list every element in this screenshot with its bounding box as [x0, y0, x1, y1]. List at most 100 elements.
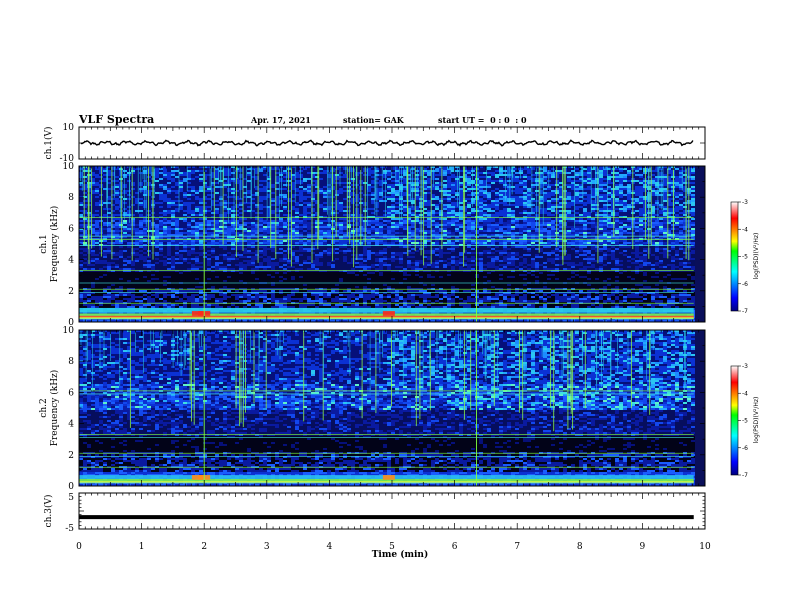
spectrogram-cell: [307, 210, 311, 212]
spectrogram-cell: [175, 178, 179, 180]
spectrogram-cell: [287, 222, 291, 224]
spectrogram-cell: [403, 224, 407, 226]
spectrogram-cell: [187, 206, 191, 208]
spectrogram-cell: [515, 180, 519, 182]
spectrogram-cell: [319, 224, 323, 226]
spectrogram-cell: [183, 222, 187, 224]
spectrogram-cell: [447, 200, 451, 202]
spectrogram-cell: [183, 188, 187, 190]
spectrogram-cell: [475, 212, 479, 214]
spectrogram-cell: [439, 218, 443, 220]
spectrogram-cell: [691, 190, 695, 192]
spectrogram-cell: [515, 214, 519, 216]
spectrogram-cell: [519, 206, 523, 208]
spectrogram-cell: [439, 226, 443, 228]
spectrogram-cell: [387, 226, 391, 228]
spectrogram-cell: [343, 180, 347, 182]
spectrogram-cell: [675, 178, 679, 180]
spectrogram-cell: [623, 182, 627, 184]
spectrogram-cell: [395, 222, 399, 224]
spectrogram-cell: [591, 206, 595, 208]
spectrogram-cell: [175, 218, 179, 220]
spectrogram-cell: [123, 206, 127, 208]
spectrogram-cell: [387, 204, 391, 206]
spectrogram-cell: [171, 214, 175, 216]
spectrogram-cell: [271, 182, 275, 184]
spectrogram-cell: [519, 184, 523, 186]
spectrogram-cell: [199, 198, 203, 200]
spectrogram-cell: [507, 222, 511, 224]
spectrogram-cell: [627, 222, 631, 224]
spectrogram-cell: [155, 220, 159, 222]
spectrogram-cell: [323, 180, 327, 182]
spectrogram-cell: [195, 196, 199, 198]
spectrogram-cell: [451, 202, 455, 204]
spectrogram-cell: [639, 172, 643, 174]
spectrogram-cell: [443, 168, 447, 170]
spectrogram-cell: [591, 192, 595, 194]
spectrogram-cell: [339, 214, 343, 216]
spectrogram-cell: [603, 212, 607, 214]
spectrogram-cell: [303, 170, 307, 172]
spectrogram-cell: [271, 170, 275, 172]
spectrogram-cell: [663, 200, 667, 202]
spectrogram-cell: [259, 206, 263, 208]
spectrogram-cell: [187, 174, 191, 176]
spectrogram-cell: [223, 194, 227, 196]
spectrogram-cell: [383, 184, 387, 186]
spectrogram-cell: [303, 196, 307, 198]
spectrogram-cell: [147, 218, 151, 220]
spectrogram-cell: [675, 190, 679, 192]
spectrogram-cell: [531, 192, 535, 194]
spectrogram-cell: [675, 214, 679, 216]
spectrogram-cell: [127, 176, 131, 178]
spectrogram-cell: [635, 208, 639, 210]
spectrogram-cell: [447, 188, 451, 190]
spectrogram-cell: [411, 178, 415, 180]
spectrogram-cell: [527, 180, 531, 182]
spectrogram-cell: [323, 192, 327, 194]
spectrogram-cell: [443, 208, 447, 210]
spectrogram-cell: [223, 222, 227, 224]
spectrogram-cell: [531, 220, 535, 222]
spectrogram-cell: [439, 222, 443, 224]
spectrogram-cell: [163, 218, 167, 220]
spectrogram-cell: [343, 182, 347, 184]
spectrogram-cell: [263, 204, 267, 206]
spectrogram-cell: [263, 192, 267, 194]
spectrogram-cell: [443, 194, 447, 196]
spectrogram-cell: [615, 180, 619, 182]
spectrogram-cell: [567, 202, 571, 204]
spectrogram-cell: [127, 200, 131, 202]
spectrogram-cell: [411, 198, 415, 200]
spectrogram-cell: [435, 194, 439, 196]
spectrogram-cell: [623, 186, 627, 188]
spectrogram-cell: [395, 220, 399, 222]
spectrogram-cell: [371, 202, 375, 204]
spectrogram-cell: [339, 206, 343, 208]
spectrogram-cell: [459, 226, 463, 228]
spectrogram-cell: [495, 212, 499, 214]
spectrogram-cell: [527, 192, 531, 194]
spectrogram-cell: [427, 200, 431, 202]
spectrogram-cell: [583, 180, 587, 182]
ch1-voltage-panel: 10 -10 ch.1(V): [43, 123, 705, 164]
spectrogram-cell: [603, 190, 607, 192]
spectrogram-cell: [179, 188, 183, 190]
spectrogram-cell: [551, 188, 555, 190]
spectrogram-cell: [615, 208, 619, 210]
spectrogram-cell: [591, 170, 595, 172]
spectrogram-cell: [531, 172, 535, 174]
spectrogram-cell: [171, 202, 175, 204]
spectrogram-cell: [627, 168, 631, 170]
spectrogram-cell: [115, 174, 119, 176]
spectrogram-cell: [531, 196, 535, 198]
spectrogram-cell: [131, 198, 135, 200]
spectrogram-cell: [179, 204, 183, 206]
spectrogram-cell: [567, 214, 571, 216]
spectrogram-cell: [307, 182, 311, 184]
spectrogram-cell: [591, 190, 595, 192]
spectrogram-cell: [131, 168, 135, 170]
spectrogram-cell: [427, 194, 431, 196]
spectrogram-cell: [479, 178, 483, 180]
